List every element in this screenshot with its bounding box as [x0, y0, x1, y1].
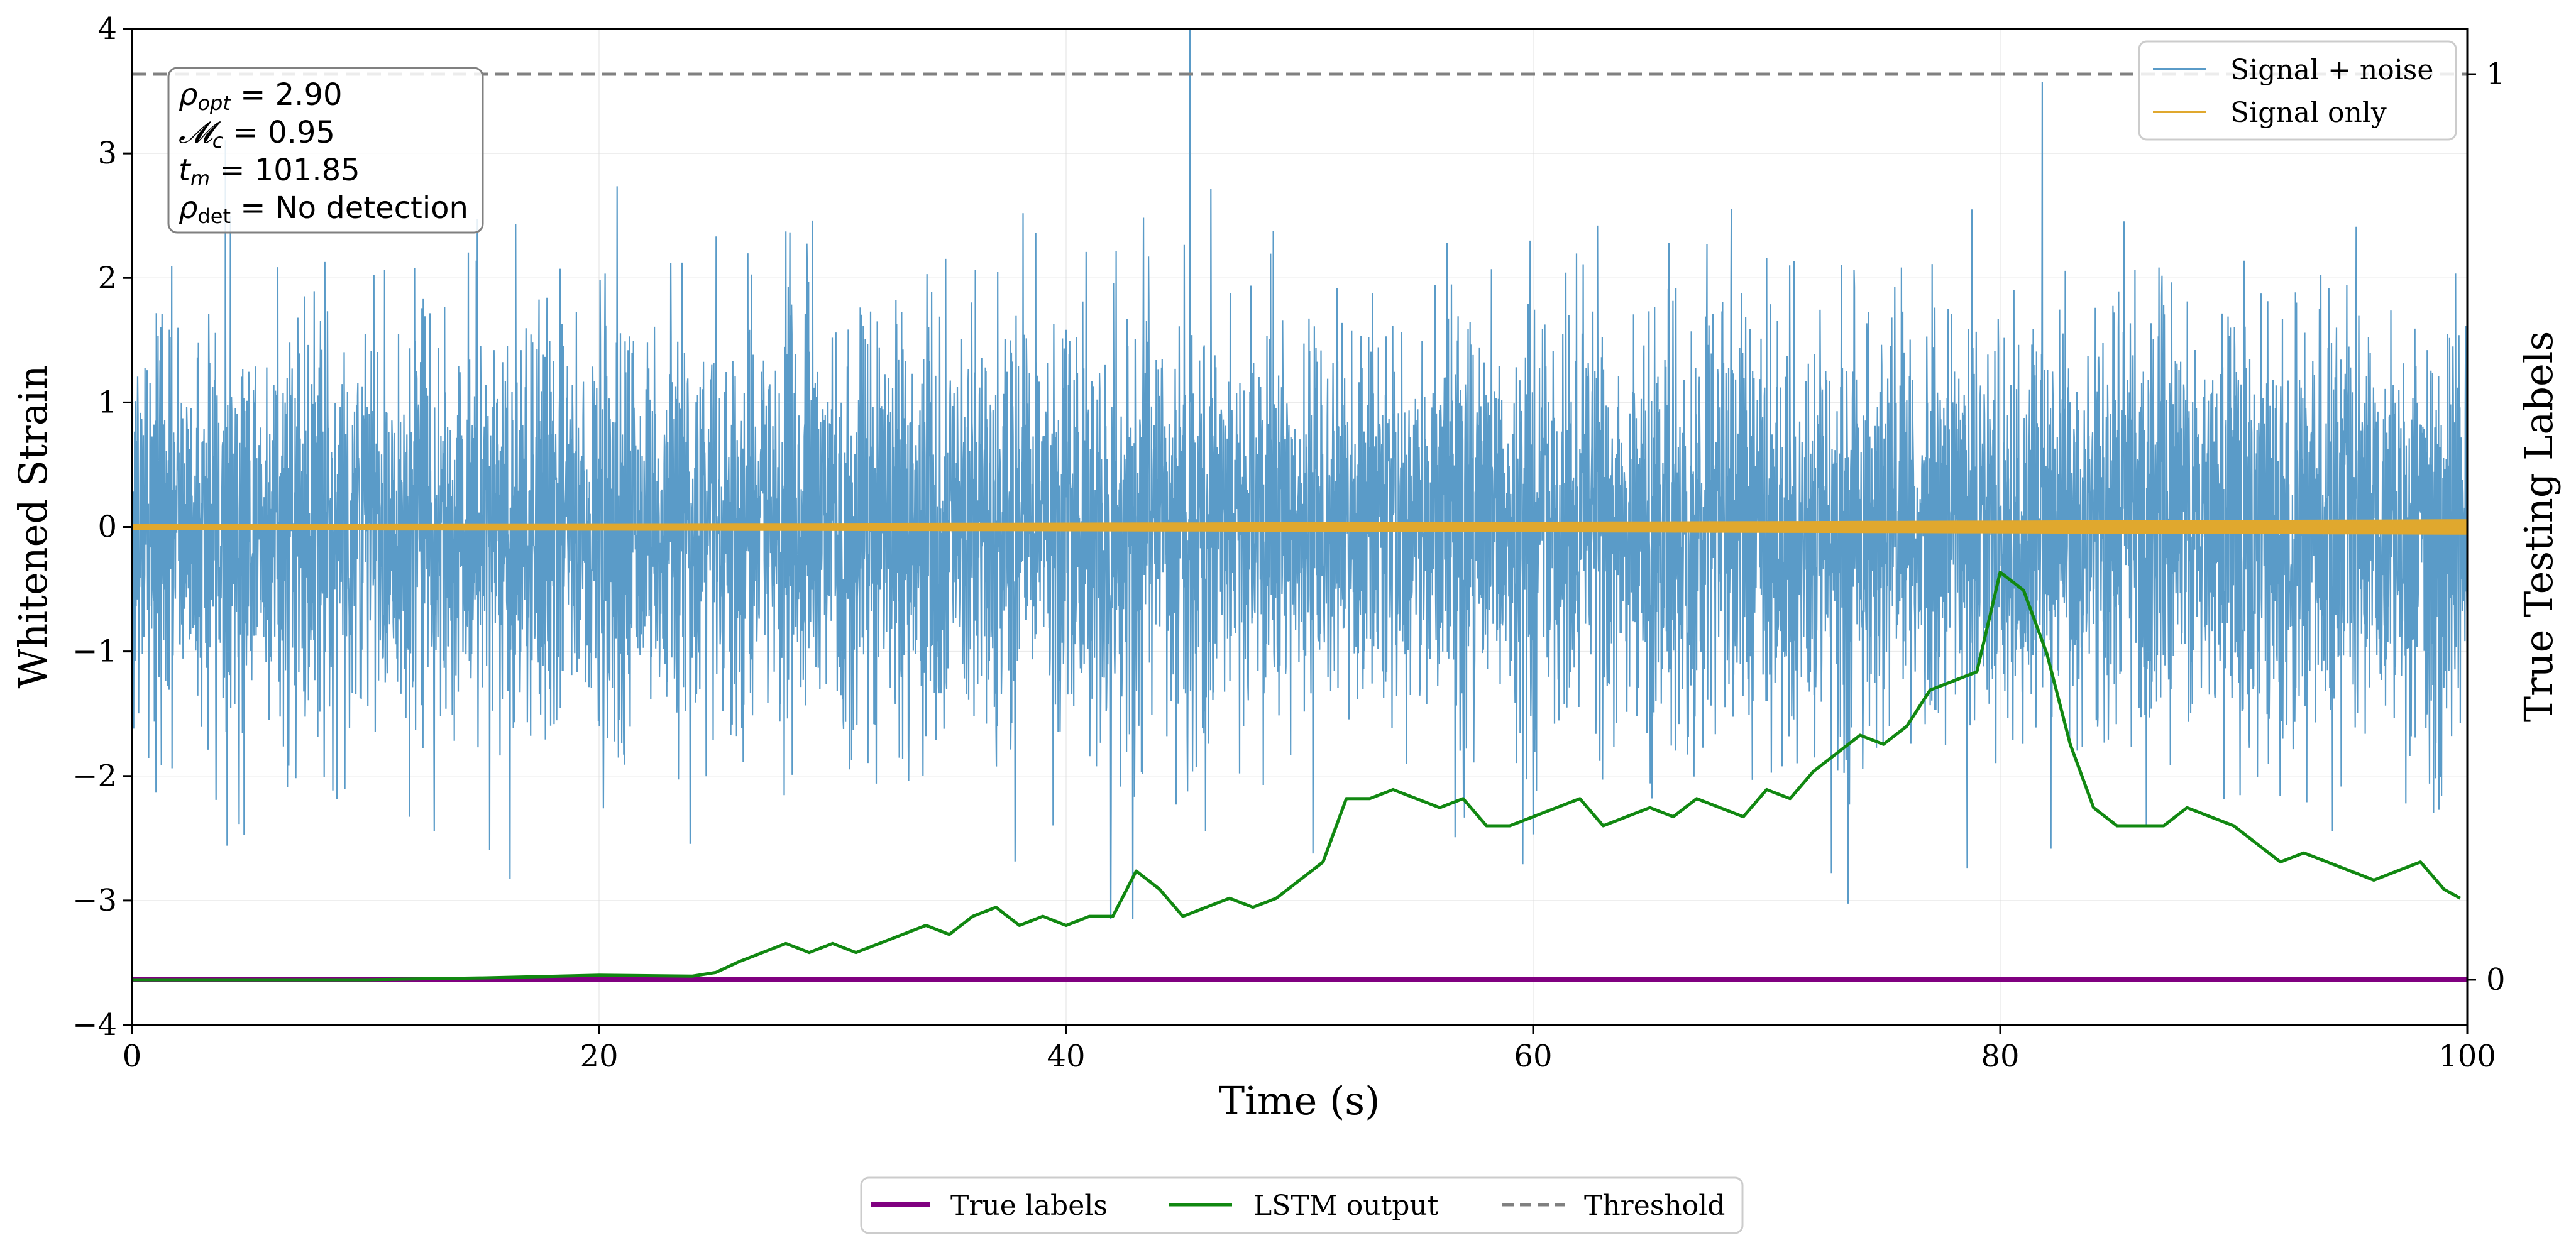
- y-tick-label: −3: [72, 883, 117, 918]
- x-axis-label: Time (s): [1219, 1078, 1380, 1124]
- legend-label-lstm-output: LSTM output: [1253, 1190, 1439, 1222]
- lstm-output-line: [132, 571, 2462, 982]
- info-box-frame: [167, 67, 484, 234]
- info-box: ρopt = 2.90 𝓜c = 0.95 tm = 101.85 ρdet =…: [167, 67, 484, 234]
- y-axis-label: Whitened Strain: [10, 365, 56, 689]
- legend-bottom: True labels LSTM output Threshold: [860, 1176, 1744, 1234]
- y2-tick-label: 0: [2486, 962, 2506, 997]
- legend-label-signal-only: Signal only: [2230, 97, 2387, 129]
- y-tick-label: −1: [72, 634, 117, 669]
- y-tick-label: 4: [97, 11, 117, 47]
- y-tick-label: −2: [72, 759, 117, 794]
- legend-bottom-frame: [860, 1176, 1744, 1234]
- x-tick-label: 100: [2438, 1039, 2496, 1074]
- signal-only-band: [132, 519, 2467, 535]
- signal-noise-line: [132, 29, 2467, 919]
- info-rho-opt: ρopt = 2.90: [179, 77, 343, 115]
- signal-noise-series: [132, 29, 2467, 919]
- legend-top: Signal + noise Signal only: [2138, 40, 2457, 141]
- x-tick-label: 20: [580, 1039, 618, 1074]
- y-axis-left: −4 −3 −2 −1 0 1 2 3 4: [72, 11, 132, 1043]
- y-tick-label: 3: [97, 136, 117, 171]
- info-chirp-mass: 𝓜c = 0.95: [179, 115, 335, 153]
- legend-label-threshold: Threshold: [1584, 1190, 1725, 1222]
- y-axis-right: 01: [2467, 57, 2506, 997]
- y-tick-label: 2: [97, 260, 117, 295]
- info-merger-time: tm = 101.85: [179, 153, 360, 190]
- x-tick-label: 80: [1981, 1039, 2019, 1074]
- x-axis: 0 20 40 60 80 100: [123, 1025, 2496, 1074]
- y2-tick-label: 1: [2486, 57, 2506, 92]
- x-tick-label: 0: [123, 1039, 142, 1074]
- info-rho-det: ρdet = No detection: [179, 190, 468, 228]
- x-tick-label: 40: [1047, 1039, 1085, 1074]
- y-tick-label: 1: [97, 385, 117, 420]
- legend-label-true-labels: True labels: [950, 1190, 1108, 1222]
- y-tick-label: 0: [97, 510, 117, 545]
- y2-axis-label: True Testing Labels: [2516, 331, 2562, 723]
- label-series: [132, 72, 2467, 982]
- legend-label-signal-noise: Signal + noise: [2230, 54, 2433, 86]
- signal-only-series: [132, 519, 2467, 535]
- legend-top-frame: [2138, 40, 2457, 141]
- x-tick-label: 60: [1514, 1039, 1552, 1074]
- y-tick-label: −4: [72, 1007, 117, 1043]
